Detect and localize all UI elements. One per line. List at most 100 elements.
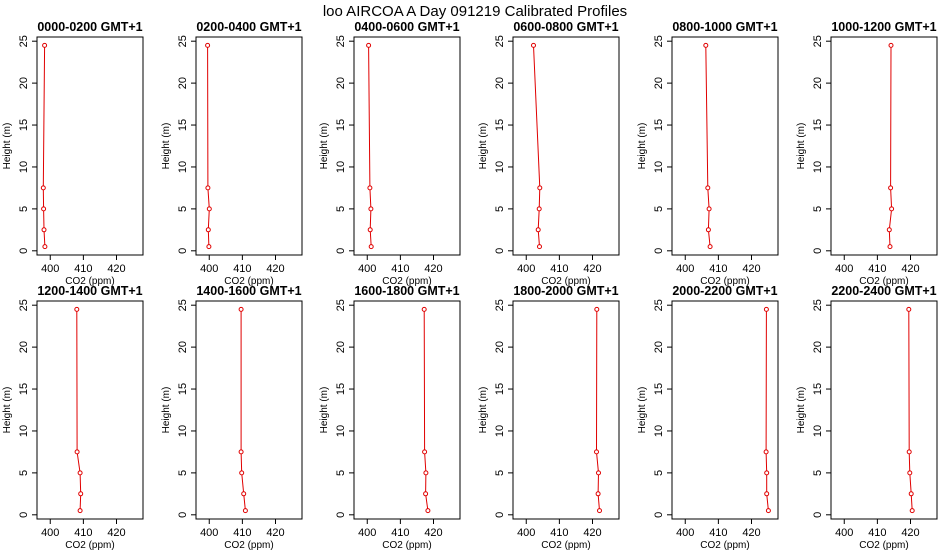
x-tick-label: 420	[742, 263, 760, 275]
plot-frame	[195, 36, 303, 256]
plot-frame	[36, 36, 144, 256]
panel-title: 1600-1800 GMT+1	[354, 284, 459, 298]
profile-point	[77, 470, 83, 476]
x-tick-label: 420	[424, 263, 442, 275]
x-tick-label: 400	[835, 263, 853, 275]
x-tick-label: 400	[358, 263, 376, 275]
y-tick-label: 25	[18, 299, 30, 311]
profile-point	[763, 449, 769, 455]
y-tick-label: 25	[177, 299, 189, 311]
panel-title: 0600-0800 GMT+1	[513, 20, 618, 34]
y-tick-label: 10	[18, 161, 30, 173]
y-tick-label: 10	[812, 161, 824, 173]
profile-point	[241, 491, 247, 497]
y-axis-label: Height (m)	[796, 387, 807, 434]
y-tick-label: 15	[494, 383, 506, 395]
y-tick-label: 25	[494, 299, 506, 311]
plot-frame	[353, 300, 461, 520]
x-tick-label: 410	[74, 527, 92, 539]
profile-panel: 1800-2000 GMT+1 400 410 420 0 5 10 15 20 25 CO2 (p…	[478, 284, 620, 550]
y-tick-label: 15	[653, 383, 665, 395]
profile-point	[367, 227, 373, 233]
profile-line	[595, 309, 600, 511]
y-tick-label: 20	[494, 341, 506, 353]
y-tick-label: 5	[812, 206, 824, 212]
y-tick-label: 10	[18, 425, 30, 437]
profile-line	[765, 309, 769, 511]
panel-title: 0200-0400 GMT+1	[196, 20, 301, 34]
profile-point	[425, 508, 431, 514]
x-tick-label: 410	[233, 527, 251, 539]
profile-line	[240, 309, 246, 511]
y-tick-label: 10	[335, 425, 347, 437]
profile-point	[906, 306, 912, 312]
x-tick-label: 400	[358, 527, 376, 539]
profile-point	[206, 244, 212, 250]
y-axis-label: Height (m)	[478, 387, 489, 434]
profile-panel: 1400-1600 GMT+1 400 410 420 0 5 10 15 20 25 CO2 (p…	[161, 284, 303, 550]
profile-point	[368, 206, 374, 212]
profile-line	[42, 45, 46, 247]
profile-point	[906, 449, 912, 455]
y-tick-label: 5	[494, 470, 506, 476]
profile-point	[597, 508, 602, 514]
y-tick-label: 15	[494, 119, 506, 131]
profile-panel: 0800-1000 GMT+1 400 410 420 0 5 10 15 20 25 CO2 (p…	[637, 20, 779, 287]
y-tick-label: 10	[494, 161, 506, 173]
profile-point	[205, 227, 211, 233]
chart-panels: 0000-0200 GMT+1 400 410 420 0 5 10 15 20 25 CO2 (p…	[2, 20, 938, 550]
profile-line	[207, 45, 210, 247]
y-tick-label: 10	[494, 425, 506, 437]
profile-point	[368, 244, 374, 250]
y-tick-label: 25	[177, 35, 189, 47]
x-tick-label: 410	[868, 527, 886, 539]
y-tick-label: 10	[335, 161, 347, 173]
panel-title: 0400-0600 GMT+1	[354, 20, 459, 34]
y-tick-label: 5	[494, 206, 506, 212]
profile-panel: 0000-0200 GMT+1 400 410 420 0 5 10 15 20 25 CO2 (p…	[2, 20, 144, 287]
y-tick-label: 20	[177, 341, 189, 353]
y-tick-label: 25	[18, 35, 30, 47]
profile-point	[889, 206, 895, 212]
profile-point	[423, 470, 429, 476]
x-axis-label: CO2 (ppm)	[65, 540, 114, 550]
profile-point	[41, 227, 47, 233]
x-tick-label: 420	[107, 527, 125, 539]
y-tick-label: 15	[653, 119, 665, 131]
profile-point	[764, 491, 770, 497]
y-tick-label: 20	[812, 77, 824, 89]
x-axis-label: CO2 (ppm)	[859, 540, 908, 550]
profile-point	[908, 491, 914, 497]
plot-frame	[195, 300, 303, 520]
x-tick-label: 410	[233, 263, 251, 275]
profile-point	[242, 508, 248, 514]
profile-point	[888, 42, 894, 48]
x-axis-label: CO2 (ppm)	[382, 540, 431, 550]
plot-frame	[671, 300, 779, 520]
y-axis-label: Height (m)	[319, 123, 330, 170]
y-tick-label: 25	[653, 35, 665, 47]
y-axis-label: Height (m)	[478, 123, 489, 170]
profile-line	[908, 309, 913, 511]
x-axis-label: CO2 (ppm)	[859, 276, 908, 287]
y-tick-label: 20	[18, 341, 30, 353]
y-tick-label: 20	[177, 77, 189, 89]
y-tick-label: 0	[494, 248, 506, 254]
x-axis-label: CO2 (ppm)	[224, 540, 273, 550]
profile-point	[595, 491, 601, 497]
y-tick-label: 15	[177, 119, 189, 131]
x-tick-label: 420	[901, 527, 919, 539]
y-tick-label: 10	[177, 161, 189, 173]
profile-point	[238, 306, 244, 312]
profile-point	[765, 508, 771, 514]
profile-point	[74, 306, 80, 312]
profile-point	[40, 185, 46, 191]
y-tick-label: 0	[812, 248, 824, 254]
profile-panel: 0400-0600 GMT+1 400 410 420 0 5 10 15 20 25 CO2 (p…	[319, 20, 461, 287]
x-tick-label: 420	[583, 263, 601, 275]
x-tick-label: 420	[742, 527, 760, 539]
profile-point	[42, 42, 48, 48]
y-tick-label: 5	[335, 470, 347, 476]
x-tick-label: 410	[550, 263, 568, 275]
x-tick-label: 420	[266, 263, 284, 275]
